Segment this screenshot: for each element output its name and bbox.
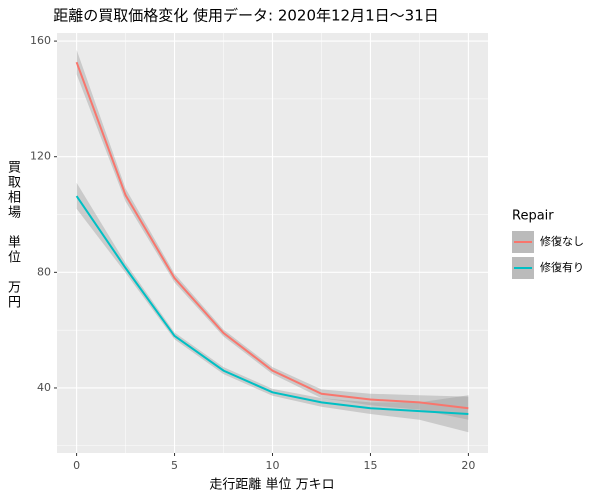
y-tick-label: 160 bbox=[30, 34, 51, 47]
x-tick-label: 10 bbox=[266, 459, 280, 472]
x-tick-label: 15 bbox=[363, 459, 377, 472]
line bbox=[75, 195, 469, 415]
y-axis-title: 買取相場 単位 万円 bbox=[5, 160, 20, 310]
y-tick-label: 120 bbox=[30, 150, 51, 163]
chart-title: 距離の買取価格変化 使用データ: 2020年12月1日～31日 bbox=[53, 7, 438, 25]
x-tick-label: 0 bbox=[73, 459, 80, 472]
y-tick-label: 80 bbox=[37, 265, 51, 278]
legend-title: Repair bbox=[512, 209, 554, 224]
x-tick-label: 20 bbox=[461, 459, 475, 472]
x-tick-label: 5 bbox=[171, 459, 178, 472]
legend-label: 修復有り bbox=[540, 260, 584, 274]
x-axis-title: 走行距離 単位 万キロ bbox=[209, 477, 334, 493]
line bbox=[75, 61, 469, 410]
y-tick-label: 40 bbox=[37, 381, 51, 394]
legend-label: 修復なし bbox=[540, 234, 584, 248]
